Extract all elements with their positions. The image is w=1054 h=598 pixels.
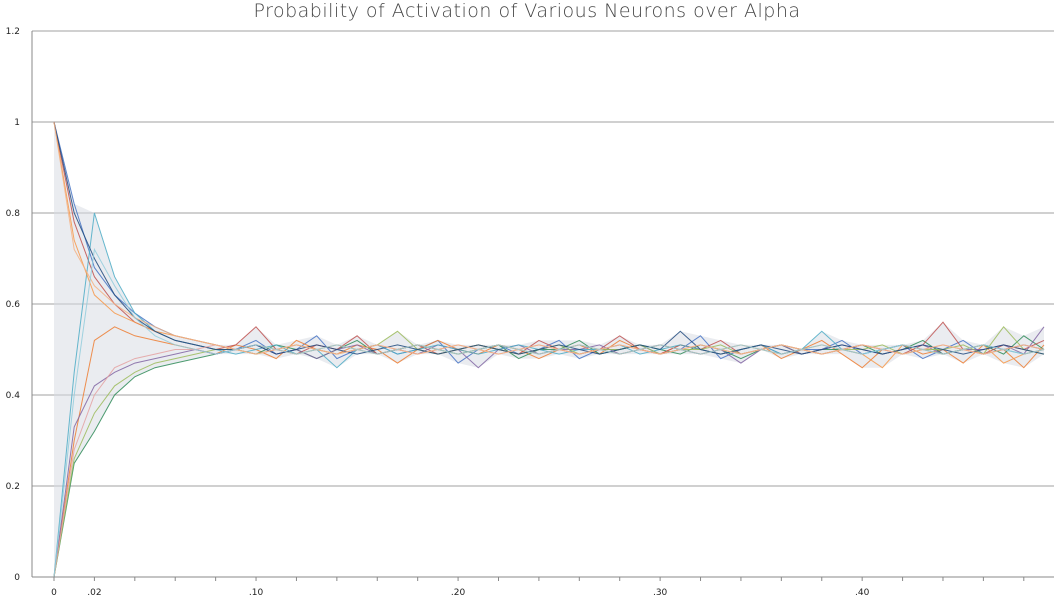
x-tick-labels: 0 .02 .10 .20 .30 .40 xyxy=(51,588,869,598)
x-tick-label: .20 xyxy=(451,588,466,598)
y-tick-labels: 0 0.2 0.4 0.6 0.8 1 1.2 xyxy=(6,27,21,583)
series-line xyxy=(53,121,1045,369)
series-line xyxy=(53,121,1045,355)
chart-title: Probability of Activation of Various Neu… xyxy=(253,0,801,22)
series-line xyxy=(53,121,1045,364)
y-tick-label: 0.6 xyxy=(6,300,21,310)
x-tick-label: .30 xyxy=(653,588,668,598)
x-tick-label: 0 xyxy=(51,588,57,598)
series-line xyxy=(53,326,1045,578)
series-line xyxy=(53,326,1045,578)
series-line xyxy=(53,121,1045,355)
y-tick-label: 0.8 xyxy=(6,209,21,219)
series-lines xyxy=(53,121,1045,578)
series-line xyxy=(53,335,1045,578)
y-tick-label: 0.2 xyxy=(6,482,20,492)
x-tick-label: .02 xyxy=(87,588,101,598)
y-tick-label: 1.2 xyxy=(6,27,20,37)
gridlines xyxy=(32,30,1054,578)
y-tick-label: 0.4 xyxy=(6,391,21,401)
axes xyxy=(31,31,1054,581)
series-line xyxy=(53,326,1045,578)
series-line xyxy=(53,247,1045,578)
y-tick-label: 1 xyxy=(14,118,20,128)
y-tick-label: 0 xyxy=(14,573,20,583)
x-tick-label: .40 xyxy=(855,588,870,598)
series-line xyxy=(53,344,1045,578)
series-line xyxy=(53,121,1045,355)
x-tick-label: .10 xyxy=(249,588,264,598)
